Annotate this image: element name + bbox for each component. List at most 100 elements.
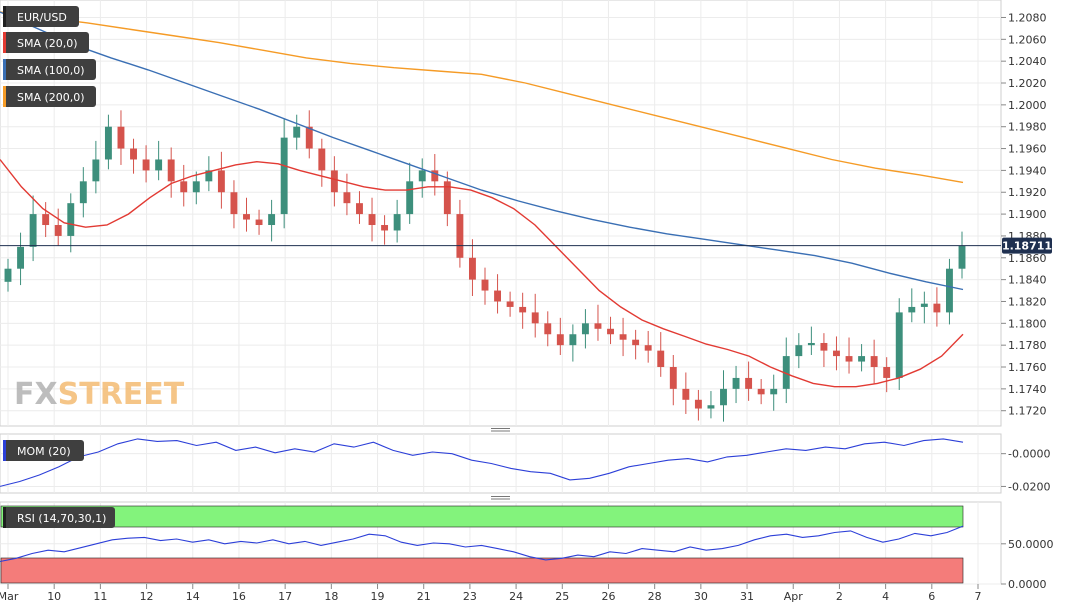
y-tick-label: 1.2060 [1008,33,1047,46]
candlestick [581,309,589,349]
candlestick [732,365,740,404]
candlestick [506,291,514,317]
candlestick [757,379,765,405]
candlestick [807,326,815,355]
y-tick-label: 1.2000 [1008,99,1047,112]
candlestick [54,208,62,246]
candlestick [393,199,401,243]
candlestick [79,167,87,218]
sma200-line [0,11,964,184]
y-tick-label: 1.1920 [1008,186,1047,199]
mom-resize-handle[interactable] [490,427,512,433]
x-tick-label: 31 [740,590,754,603]
price-panel [0,0,1002,427]
candlestick [217,151,225,209]
candlestick [330,156,338,207]
candlestick [456,199,464,268]
y-tick-label: 1.1980 [1008,121,1047,134]
current-price-tag: 1.18711 [1002,237,1052,254]
x-axis: Mar 10 11 12 14 16 17 18 19 21 23 24 25 26 28 30 31 Apr 2 4… [0,584,982,603]
watermark-fx: FX [14,377,58,412]
candlestick [657,332,665,377]
candlestick [795,333,803,369]
candlestick [833,336,840,371]
candlestick [895,298,903,390]
candlestick [607,316,614,345]
y-tick-label: 1.1900 [1008,208,1047,221]
x-tick-label: 4 [882,590,889,603]
legend-mom[interactable]: MOM (20) [3,440,84,461]
x-tick-label: 11 [93,590,107,603]
svg-text:SMA (20,0): SMA (20,0) [17,37,78,50]
candlestick [29,195,37,262]
y-tick-label: 1.2040 [1008,55,1047,68]
candlestick [820,333,828,368]
rsi-overbought-zone [0,505,964,528]
y-tick-label: 1.1720 [1008,405,1047,418]
candlestick [594,304,602,341]
legend-rsi[interactable]: RSI (14,70,30,1) [3,507,115,528]
candlestick [958,231,966,279]
candlestick [268,199,276,242]
svg-text:SMA (100,0): SMA (100,0) [17,64,85,77]
legend-sma100[interactable]: SMA (100,0) [3,59,96,80]
y-tick-label: 1.1740 [1008,383,1047,396]
candlestick [569,324,577,362]
x-tick-label: 17 [278,590,292,603]
candlestick [180,164,188,207]
x-tick-label: 25 [555,590,569,603]
candlestick [707,391,715,419]
candlestick [142,145,150,183]
candlestick [694,389,702,421]
x-tick-label: 10 [47,590,61,603]
legend-eurusd[interactable]: EUR/USD [3,6,79,27]
candlestick [356,191,363,224]
candlestick [293,114,301,150]
y-tick-label: 1.1780 [1008,339,1047,352]
candlestick [117,110,125,165]
svg-text:EUR/USD: EUR/USD [17,11,67,24]
candlestick [845,337,853,374]
candlestick [883,357,891,393]
candlestick [255,209,263,235]
candlestick [519,292,527,329]
x-tick-label: 24 [509,590,523,603]
x-tick-label: 6 [928,590,935,603]
sma20-line [0,159,964,388]
y-tick-label: 1.2080 [1008,11,1047,24]
candlestick [280,119,288,229]
rsi-resize-handle[interactable] [490,495,512,501]
rsi-y-tick-label: 50.0000 [1008,538,1054,551]
candlestick [619,317,627,357]
y-tick-label: 1.1940 [1008,164,1047,177]
candlestick [945,258,953,325]
x-tick-label: 12 [140,590,154,603]
candlestick [343,173,351,216]
y-tick-label: 1.1860 [1008,252,1047,265]
x-tick-label: 14 [186,590,200,603]
mom-line [0,438,964,487]
candlestick [431,154,439,196]
candlestick [556,317,564,355]
candlestick [481,267,489,305]
candlestick [418,158,426,198]
candlestick [544,311,552,347]
svg-text:FXSTREET: FXSTREET [14,377,185,412]
legend-sma200[interactable]: SMA (200,0) [3,86,96,107]
candlestick [745,361,753,401]
candlestick [406,162,414,224]
x-tick-label: 7 [975,590,982,603]
rsi-oversold-zone [0,557,964,584]
x-tick-label: 16 [232,590,246,603]
candlestick [908,288,916,323]
candlestick [770,374,778,411]
legend-sma20[interactable]: SMA (20,0) [3,32,89,53]
x-tick-label: 21 [417,590,431,603]
mom-panel [0,433,1002,494]
watermark-street: STREET [58,377,185,412]
candlestick [782,337,790,404]
candlestick [305,110,313,159]
candlestick [42,202,50,238]
mom-y-tick-label: -0.0200 [1008,480,1050,493]
mom-y-tick-label: -0.0000 [1008,448,1050,461]
